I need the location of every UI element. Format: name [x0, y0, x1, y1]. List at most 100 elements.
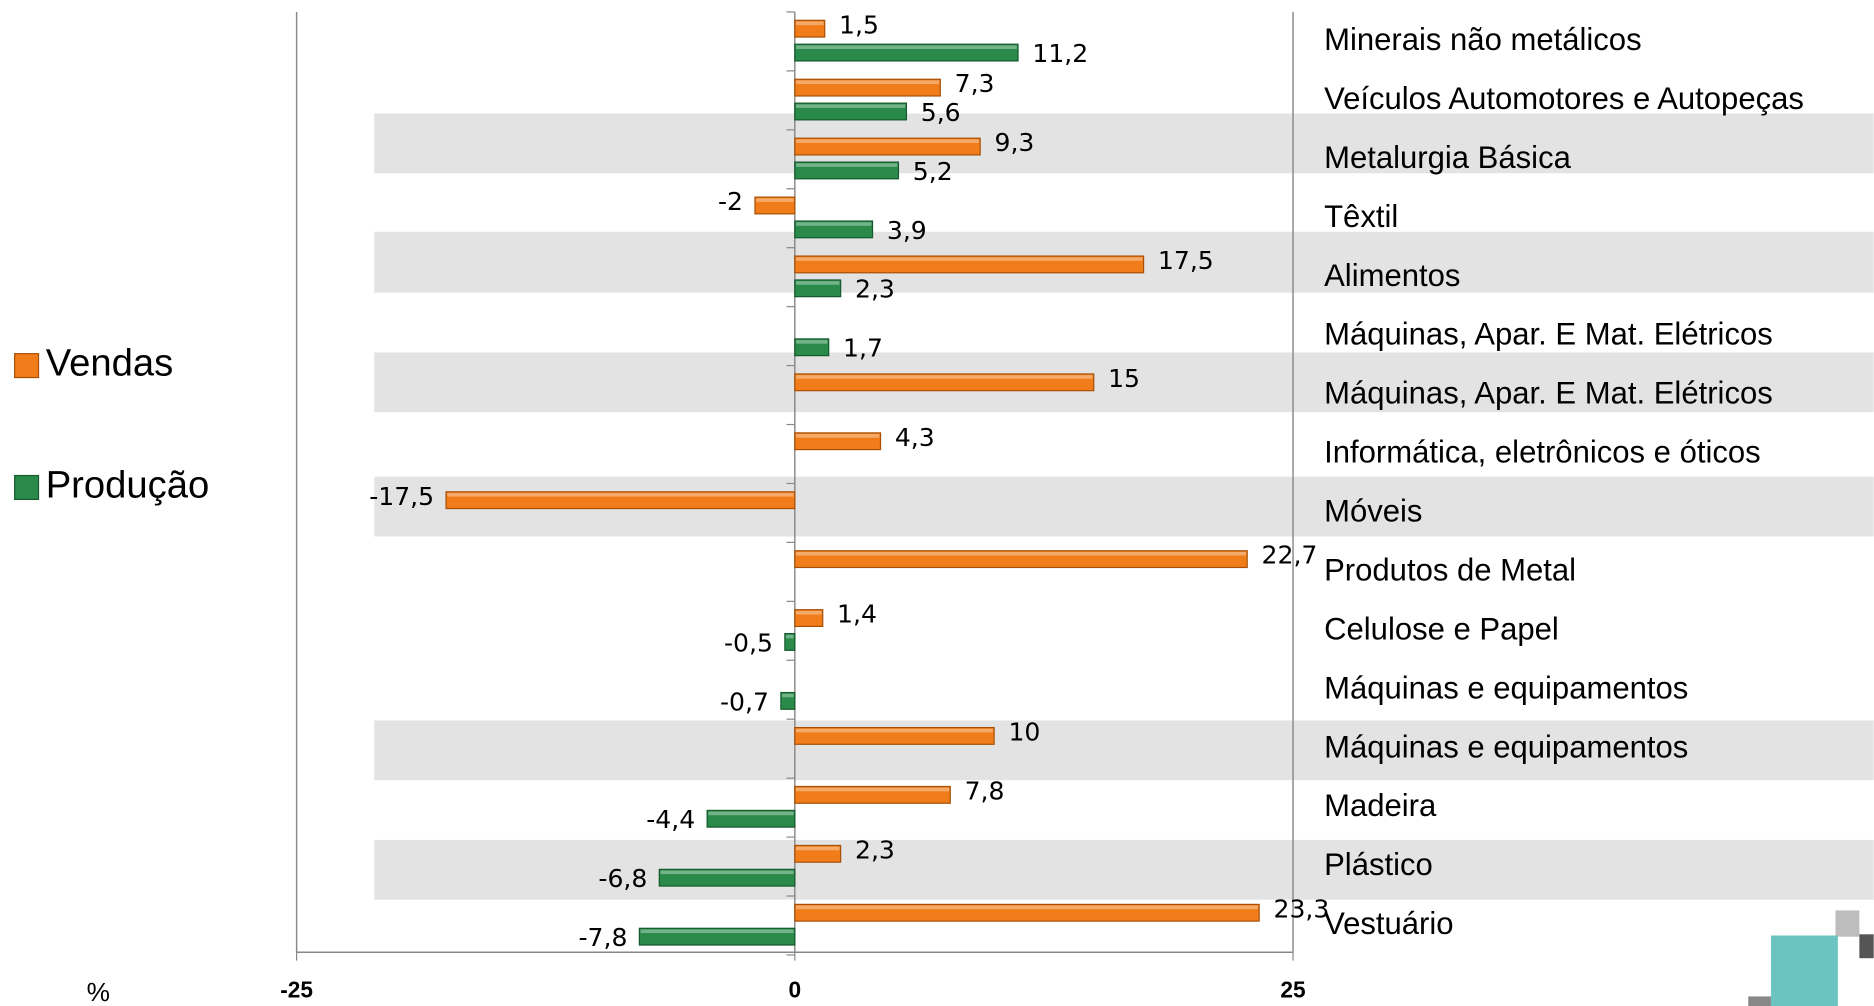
- bar: [784, 632, 796, 651]
- bar-highlight: [796, 222, 872, 226]
- value-label: -2: [718, 187, 743, 216]
- band: [374, 720, 1874, 781]
- bar: [794, 844, 842, 863]
- value-label: 7,8: [965, 776, 1005, 805]
- bar: [794, 161, 900, 180]
- bar-highlight: [796, 846, 840, 851]
- category-label: Vestuário: [1324, 906, 1453, 941]
- bar-highlight: [796, 340, 828, 344]
- bar-highlight: [796, 281, 840, 285]
- deco-square: [1748, 996, 1771, 1006]
- category-label: Máquinas e equipamentos: [1324, 729, 1688, 764]
- bar-highlight: [796, 787, 950, 792]
- value-label: 5,2: [913, 157, 953, 186]
- bar: [794, 43, 1019, 62]
- decoration: [1748, 910, 1874, 1006]
- bar: [794, 137, 981, 156]
- bar-highlight: [640, 929, 794, 934]
- bar: [794, 78, 941, 97]
- category-label: Produtos de Metal: [1324, 552, 1576, 587]
- bar: [794, 279, 842, 298]
- value-label: 22,7: [1262, 541, 1318, 570]
- bar-highlight: [756, 198, 794, 202]
- bar: [638, 927, 796, 946]
- value-label: 4,3: [895, 423, 935, 452]
- bar-highlight: [796, 80, 940, 85]
- bar-highlight: [708, 811, 794, 816]
- bar: [794, 19, 826, 38]
- value-label: 3,9: [887, 216, 927, 245]
- bar: [794, 903, 1260, 922]
- value-label: -6,8: [598, 864, 647, 893]
- value-label: 9,3: [994, 128, 1034, 157]
- x-tick-label: 0: [789, 977, 802, 1003]
- category-label: Informática, eletrônicos e óticos: [1324, 435, 1761, 470]
- bar: [794, 255, 1145, 274]
- value-label: -17,5: [369, 482, 434, 511]
- bar-highlight: [796, 551, 1247, 556]
- value-label: -0,5: [724, 628, 773, 657]
- category-label: Metalurgia Básica: [1324, 140, 1572, 175]
- category-label: Madeira: [1324, 788, 1437, 823]
- bar: [706, 809, 796, 828]
- value-label: 1,5: [839, 10, 879, 39]
- deco-square: [1835, 910, 1860, 937]
- value-label: 7,3: [955, 69, 995, 98]
- bar-highlight: [796, 163, 898, 167]
- category-label: Móveis: [1324, 494, 1422, 529]
- value-label: 10: [1008, 718, 1040, 747]
- category-label: Veículos Automotores e Autopeças: [1324, 81, 1804, 116]
- bar-highlight: [447, 493, 794, 497]
- bar-highlight: [796, 905, 1258, 910]
- legend-swatch: [14, 353, 40, 379]
- x-axis-label: %: [87, 977, 110, 1006]
- band: [374, 352, 1874, 413]
- bar-highlight: [796, 728, 993, 733]
- bar: [445, 491, 796, 510]
- bar-highlight: [796, 375, 1093, 379]
- bar: [794, 338, 830, 357]
- bar-highlight: [796, 610, 822, 615]
- value-label: 2,3: [855, 275, 895, 304]
- bar-highlight: [660, 870, 794, 875]
- bar-highlight: [786, 634, 794, 639]
- bar: [794, 102, 908, 121]
- value-label: 23,3: [1274, 894, 1330, 923]
- value-label: 17,5: [1158, 246, 1214, 275]
- x-tick-label: -25: [280, 977, 313, 1003]
- category-label: Alimentos: [1324, 258, 1460, 293]
- category-label: Minerais não metálicos: [1324, 22, 1642, 57]
- bar: [794, 609, 824, 628]
- category-label: Têxtil: [1324, 199, 1398, 234]
- bar: [658, 868, 796, 887]
- legend-label: Produção: [46, 464, 210, 507]
- value-label: 1,7: [843, 334, 883, 363]
- band: [374, 839, 1874, 900]
- bar-highlight: [796, 434, 880, 438]
- value-label: 1,4: [837, 600, 877, 629]
- value-label: 2,3: [855, 835, 895, 864]
- value-label: -4,4: [646, 805, 695, 834]
- category-label: Plástico: [1324, 847, 1433, 882]
- category-label: Máquinas, Apar. E Mat. Elétricos: [1324, 376, 1773, 411]
- bar: [780, 691, 796, 710]
- bar-highlight: [796, 257, 1143, 261]
- bar: [794, 220, 874, 239]
- bar: [794, 550, 1248, 569]
- bar: [794, 785, 951, 804]
- band: [374, 113, 1874, 174]
- bar: [794, 432, 882, 451]
- bar-highlight: [782, 693, 794, 698]
- value-label: -0,7: [720, 687, 769, 716]
- value-label: 15: [1108, 364, 1140, 393]
- x-tick-label: 25: [1280, 977, 1305, 1003]
- bar: [794, 373, 1095, 392]
- category-label: Celulose e Papel: [1324, 611, 1559, 646]
- background-bands: [374, 113, 1874, 900]
- bar-highlight: [796, 104, 906, 108]
- bar: [794, 726, 995, 745]
- value-label: 11,2: [1032, 39, 1088, 68]
- deco-square: [1770, 935, 1838, 1006]
- bar: [754, 196, 796, 215]
